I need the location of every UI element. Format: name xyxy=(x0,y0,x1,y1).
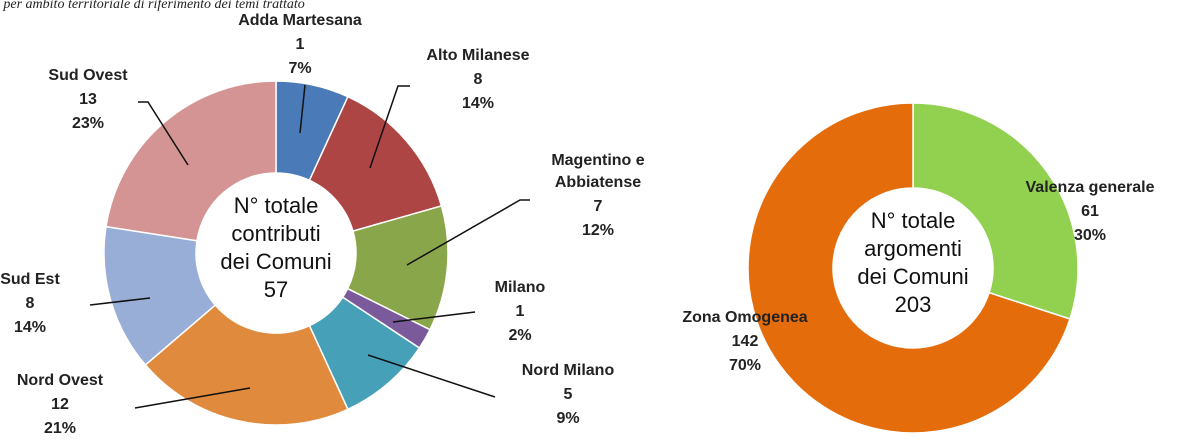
slice-percent: 9% xyxy=(556,410,579,427)
center-label: contributi xyxy=(231,221,320,246)
slice-count: 7 xyxy=(594,198,603,215)
slice-percent: 7% xyxy=(288,60,311,77)
slice-label: Magentino e Abbiatense xyxy=(551,152,644,191)
leader-line xyxy=(89,297,151,306)
slice-count: 13 xyxy=(79,91,97,108)
slice-percent: 30% xyxy=(1074,227,1106,244)
slice-count: 1 xyxy=(296,36,305,53)
slice-percent: 14% xyxy=(14,319,46,336)
slice xyxy=(144,303,349,426)
slice-label-line: Abbiatense xyxy=(555,174,641,191)
center-total: 203 xyxy=(895,292,932,317)
slice-count: 61 xyxy=(1081,203,1099,220)
slice-percent: 21% xyxy=(44,420,76,437)
slice-label: Sud Est xyxy=(0,271,60,288)
slice-label: Nord Ovest xyxy=(17,372,104,389)
leader-line xyxy=(369,85,410,169)
slice-count: 8 xyxy=(26,295,35,312)
slice-label: Nord Milano xyxy=(522,362,615,379)
slice-label: Valenza generale xyxy=(1026,179,1155,196)
leader-line xyxy=(392,311,476,323)
slice-percent: 14% xyxy=(462,95,494,112)
slice xyxy=(105,80,277,242)
slice-label: Alto Milanese xyxy=(426,47,529,64)
leader-line xyxy=(138,101,189,166)
leader-line xyxy=(299,84,306,134)
caption: i per ambito territoriale di riferimento… xyxy=(0,0,305,12)
slice-count: 1 xyxy=(516,303,525,320)
leader-line xyxy=(367,354,496,398)
slice-count: 12 xyxy=(51,396,69,413)
center-label: N° totale xyxy=(234,193,319,218)
slice-label: Adda Martesana xyxy=(238,12,362,29)
center-label: N° totale xyxy=(871,208,956,233)
slice xyxy=(747,102,1071,434)
center-total: 57 xyxy=(264,277,288,302)
slice-count: 5 xyxy=(564,386,573,403)
leader-line xyxy=(406,199,530,266)
slice xyxy=(912,102,1079,320)
slice-label: Milano xyxy=(495,279,546,296)
slice-percent: 70% xyxy=(729,357,761,374)
slice-percent: 12% xyxy=(582,222,614,239)
slice-label: Zona Omogenea xyxy=(682,309,807,326)
slice-percent: 2% xyxy=(508,327,531,344)
leader-line xyxy=(134,387,251,409)
center-label: dei Comuni xyxy=(857,264,968,289)
slice-label: Sud Ovest xyxy=(48,67,128,84)
slice-count: 142 xyxy=(732,333,759,350)
slice-label-line: Magentino e xyxy=(551,152,644,169)
center-label: argomenti xyxy=(864,236,962,261)
center-label: dei Comuni xyxy=(220,249,331,274)
slice-count: 8 xyxy=(474,71,483,88)
slice-percent: 23% xyxy=(72,115,104,132)
